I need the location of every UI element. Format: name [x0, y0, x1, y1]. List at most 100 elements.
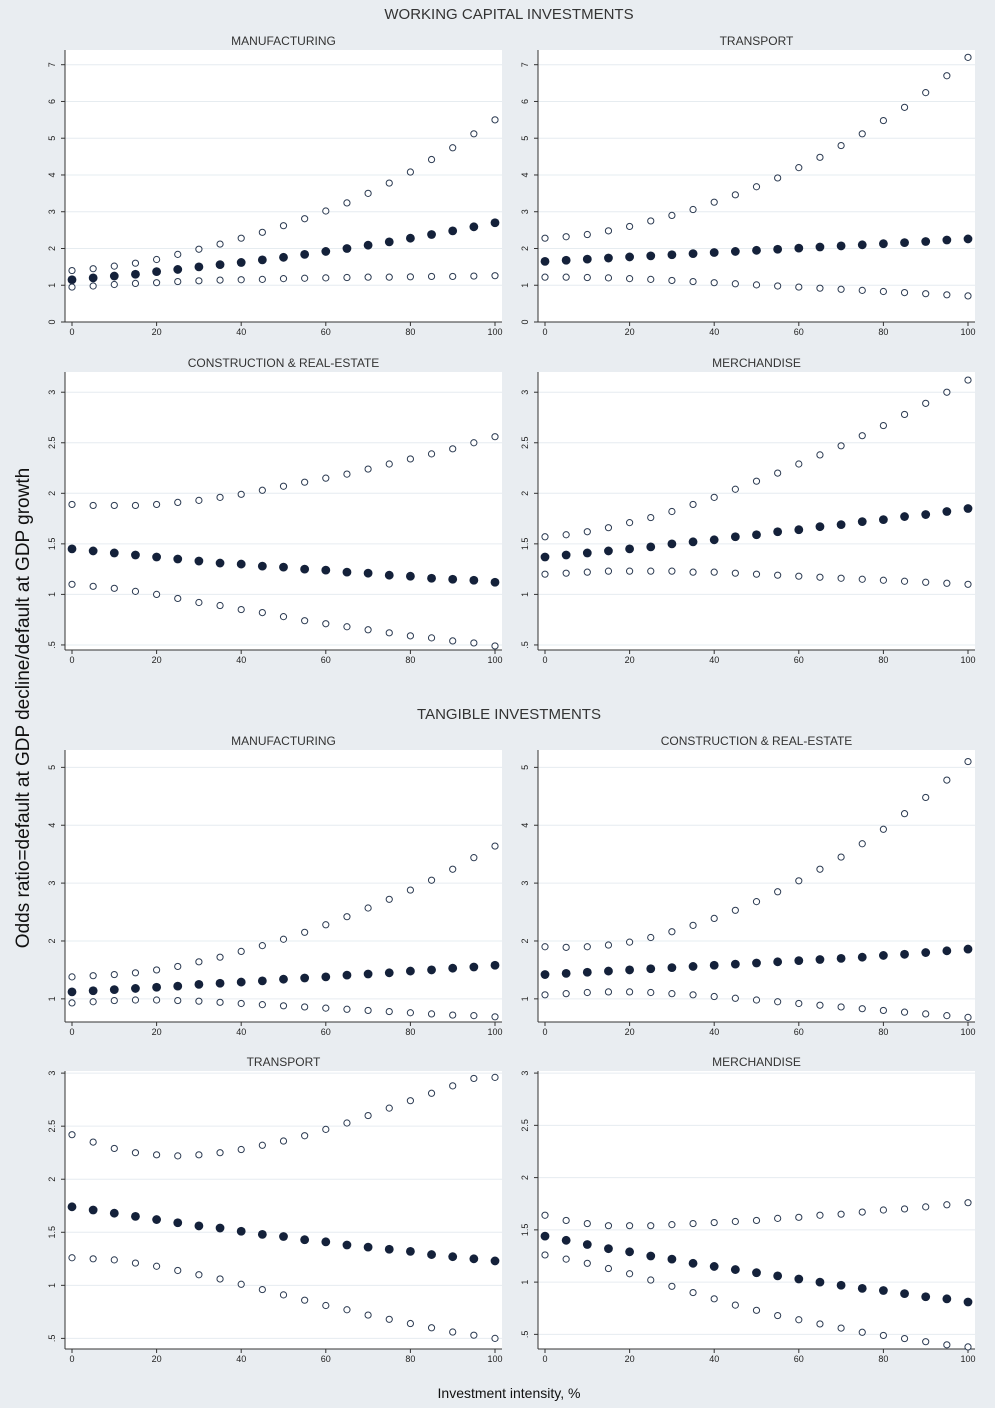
confidence-bound-marker [943, 388, 951, 396]
series-upper [68, 842, 499, 981]
y-tick-label: 3 [47, 881, 57, 886]
confidence-bound-marker [943, 1341, 951, 1349]
confidence-bound-marker [343, 470, 351, 478]
x-tick-label: 60 [321, 655, 331, 665]
x-tick-label: 40 [709, 1354, 719, 1364]
confidence-bound-marker [879, 1006, 888, 1015]
confidence-bound-marker [174, 1152, 182, 1160]
confidence-bound-marker [837, 285, 845, 293]
confidence-bound-marker [562, 233, 570, 241]
point-estimate-marker [730, 247, 740, 256]
confidence-bound-marker [174, 594, 182, 603]
confidence-bound-marker [964, 1199, 972, 1207]
y-tick-label: 5 [520, 136, 530, 141]
point-estimate-marker [836, 520, 846, 530]
point-estimate-marker [667, 963, 677, 972]
confidence-bound-marker [89, 1255, 97, 1263]
confidence-bound-marker [110, 584, 118, 592]
confidence-bound-marker [710, 198, 718, 206]
series-estimate [540, 234, 973, 266]
point-estimate-marker [815, 242, 825, 252]
confidence-bound-marker [943, 776, 951, 784]
confidence-bound-marker [752, 183, 761, 191]
point-estimate-marker [406, 966, 415, 976]
point-estimate-marker [384, 237, 394, 247]
confidence-bound-marker [449, 865, 457, 873]
confidence-bound-marker [647, 275, 655, 283]
y-tick-label: 2.5 [520, 1119, 530, 1132]
y-tick-label: 1 [520, 283, 530, 288]
confidence-bound-marker [689, 1288, 697, 1297]
confidence-bound-marker [837, 1210, 845, 1218]
confidence-bound-marker [131, 259, 140, 267]
point-estimate-marker [173, 1218, 183, 1228]
point-estimate-marker [773, 244, 783, 254]
confidence-bound-marker [322, 207, 330, 215]
confidence-bound-marker [922, 578, 930, 586]
point-estimate-marker [561, 550, 571, 560]
confidence-bound-marker [668, 567, 676, 575]
confidence-bound-marker [427, 272, 436, 281]
confidence-bound-marker [668, 990, 676, 998]
point-estimate-marker [448, 1252, 458, 1262]
confidence-bound-marker [774, 1311, 782, 1320]
confidence-bound-marker [449, 144, 457, 152]
x-tick-label: 60 [794, 327, 804, 337]
x-tick-label: 60 [794, 1354, 804, 1364]
x-tick-label: 20 [625, 1027, 635, 1037]
confidence-bound-marker [343, 913, 351, 921]
point-estimate-marker [582, 254, 592, 264]
confidence-bound-marker [668, 507, 676, 516]
point-estimate-marker [427, 1250, 436, 1259]
confidence-bound-marker [110, 1144, 118, 1153]
confidence-bound-marker [583, 1219, 591, 1228]
y-tick-label: 1 [47, 996, 57, 1001]
y-tick-label: 5 [47, 136, 57, 141]
point-estimate-marker [794, 525, 804, 535]
y-tick-label: 1.5 [47, 1226, 57, 1239]
series-lower [541, 273, 972, 300]
point-estimate-marker [427, 965, 436, 975]
confidence-bound-marker [562, 273, 570, 281]
y-tick-label: 2.5 [47, 1120, 57, 1133]
point-estimate-marker [561, 255, 571, 265]
confidence-bound-marker [364, 904, 372, 912]
confidence-bound-marker [710, 992, 718, 1001]
confidence-bound-marker [668, 276, 676, 285]
confidence-bound-marker [774, 571, 782, 579]
confidence-bound-marker [174, 498, 182, 507]
panel-8: MERCHANDISE .5 1 1.5 2 2.5 3 0 20 40 60 80 100 [520, 1055, 976, 1364]
confidence-bound-marker [406, 1009, 414, 1017]
point-estimate-marker [667, 1254, 677, 1264]
x-tick-label: 100 [487, 327, 502, 337]
confidence-bound-marker [153, 590, 161, 599]
point-estimate-marker [342, 244, 352, 253]
point-estimate-marker [427, 230, 436, 239]
x-tick-label: 100 [960, 1027, 975, 1037]
confidence-bound-marker [195, 277, 203, 285]
confidence-bound-marker [406, 455, 414, 463]
confidence-bound-marker [279, 613, 288, 621]
confidence-bound-marker [491, 116, 499, 124]
point-estimate-marker [173, 265, 183, 274]
confidence-bound-marker [110, 501, 118, 510]
confidence-bound-marker [858, 1328, 866, 1336]
confidence-bound-marker [647, 513, 655, 522]
point-estimate-marker [215, 1223, 225, 1233]
y-tick-label: 4 [520, 823, 530, 828]
confidence-bound-marker [879, 1206, 888, 1214]
series-estimate [67, 1202, 500, 1266]
point-estimate-marker [363, 1242, 373, 1252]
confidence-bound-marker [343, 273, 351, 282]
point-estimate-marker [300, 1235, 310, 1245]
confidence-bound-marker [470, 639, 478, 647]
y-tick-label: 3 [47, 390, 57, 395]
point-estimate-marker [604, 1244, 613, 1254]
confidence-bound-marker [195, 496, 203, 504]
confidence-bound-marker [858, 432, 866, 440]
confidence-bound-marker [541, 533, 549, 541]
confidence-bound-marker [364, 1006, 372, 1015]
confidence-bound-marker [879, 576, 888, 584]
point-estimate-marker [448, 963, 458, 973]
point-estimate-marker [836, 241, 846, 251]
